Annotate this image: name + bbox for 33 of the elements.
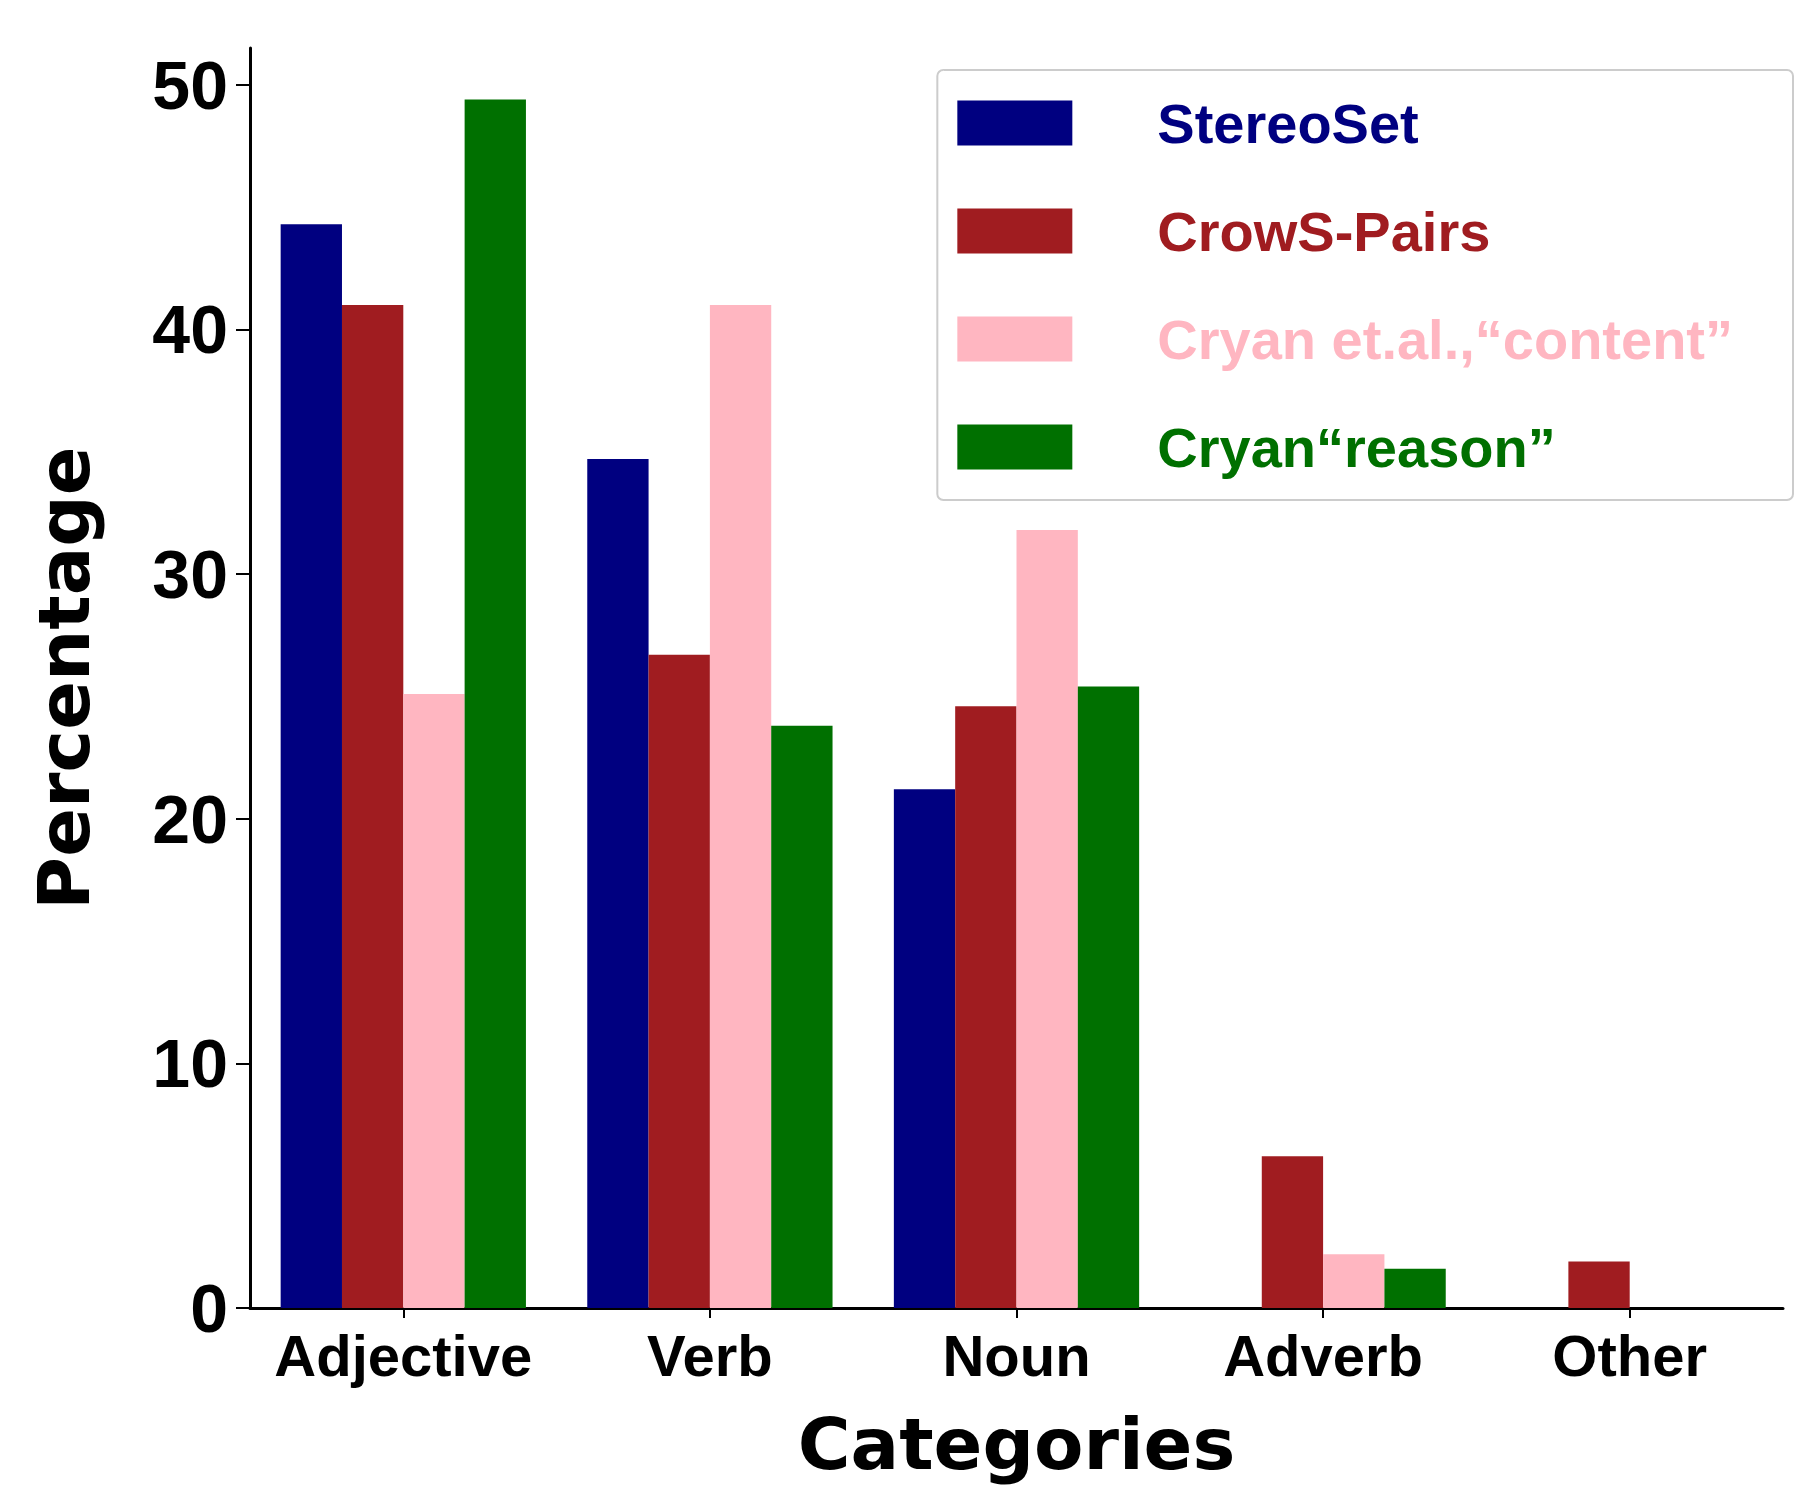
y-tick-label: 0	[190, 1270, 228, 1346]
y-tick-label: 40	[152, 291, 228, 368]
y-tick-label: 20	[152, 780, 228, 857]
bar	[341, 304, 404, 1308]
bar	[771, 725, 833, 1308]
bar	[955, 706, 1017, 1308]
bar	[587, 459, 649, 1308]
x-tick-label: Adjective	[274, 1322, 533, 1388]
bar	[893, 789, 956, 1308]
bar	[403, 693, 465, 1308]
bar	[1323, 1254, 1385, 1308]
y-tick-label: 50	[152, 46, 228, 123]
bar	[1016, 529, 1078, 1308]
y-tick-label: 30	[152, 536, 228, 613]
bar	[280, 224, 342, 1308]
x-tick-label: Other	[1552, 1322, 1708, 1388]
x-tick-label: Adverb	[1223, 1322, 1424, 1388]
x-axis-title: Categories	[797, 1402, 1236, 1486]
legend-label: CrowS-Pairs	[1157, 199, 1491, 263]
legend-label: Cryan“reason”	[1157, 415, 1556, 479]
bar	[1568, 1261, 1630, 1308]
legend-label: Cryan et.al.,“content”	[1157, 307, 1733, 371]
x-tick-label: Noun	[942, 1322, 1091, 1388]
bar	[1077, 686, 1140, 1308]
bar	[464, 99, 526, 1308]
legend-label: StereoSet	[1157, 91, 1419, 155]
x-tick-label: Verb	[647, 1322, 773, 1388]
bar	[648, 654, 710, 1308]
bar	[1261, 1156, 1324, 1308]
bar	[709, 304, 772, 1308]
y-axis-title: Percentage	[22, 446, 106, 910]
y-tick-label: 10	[152, 1025, 228, 1102]
bar	[1384, 1268, 1446, 1308]
